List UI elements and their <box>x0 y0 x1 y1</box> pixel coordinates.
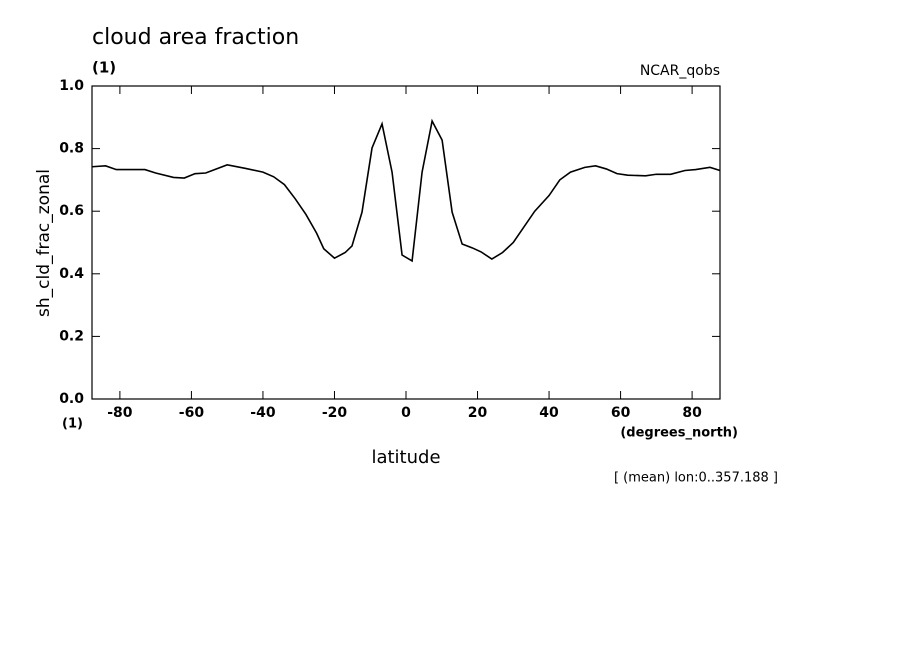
chart-title: cloud area fraction <box>92 25 299 50</box>
y-tick-label: 0.4 <box>59 266 84 282</box>
x-tick-label: 80 <box>682 405 702 421</box>
x-axis-label: latitude <box>371 447 440 468</box>
line-series <box>91 118 721 263</box>
y-tick-label: 0.8 <box>59 141 84 157</box>
y-tick-label: 0.6 <box>59 203 84 219</box>
subtitle: (1) <box>92 59 116 77</box>
annotation: [ (mean) lon:0..357.188 ] <box>614 471 778 486</box>
dataset-label: NCAR_qobs <box>640 63 720 79</box>
x-tick-label: 20 <box>468 405 488 421</box>
x-tick-label: 40 <box>539 405 559 421</box>
x-tick-label: -40 <box>250 405 276 421</box>
y-tick-label: 0.0 <box>59 391 84 407</box>
y-tick-label: 1.0 <box>59 78 84 94</box>
x-tick-label: 60 <box>611 405 631 421</box>
y-tick-label: 0.2 <box>59 328 84 344</box>
x-tick-label: -20 <box>322 405 348 421</box>
x-tick-label: -80 <box>107 405 133 421</box>
x-units: (degrees_north) <box>620 426 738 441</box>
y-units: (1) <box>62 417 83 432</box>
y-axis-label: sh_cld_frac_zonal <box>34 169 54 317</box>
x-tick-label: -60 <box>179 405 205 421</box>
x-tick-label: 0 <box>401 405 411 421</box>
